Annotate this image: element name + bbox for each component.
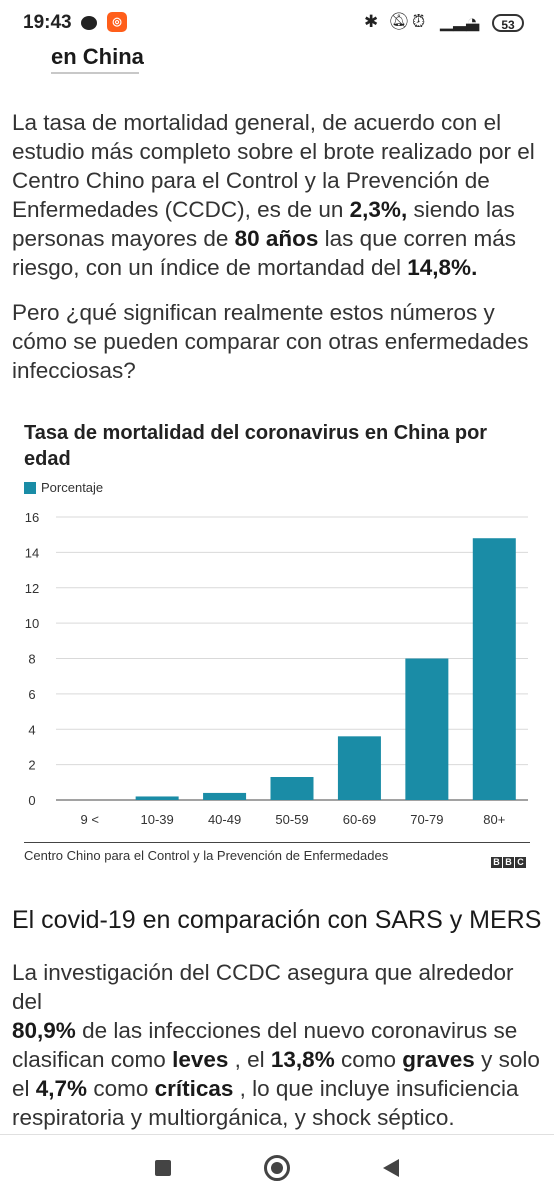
- y-tick-label: 0: [28, 793, 35, 808]
- x-tick-label: 10-39: [141, 812, 174, 827]
- paragraph-line: Centro Chino para el Control y la Preven…: [12, 168, 490, 193]
- text-run: , lo que incluye insuficiencia: [233, 1076, 519, 1101]
- text-run: , el: [228, 1047, 271, 1072]
- battery-icon: 53: [492, 14, 524, 32]
- bar: [337, 736, 381, 800]
- signal-icon: ▁▂▃: [440, 12, 480, 31]
- paragraph-line: infecciosas?: [12, 358, 136, 383]
- y-tick-label: 6: [28, 687, 35, 702]
- highlight-text: 2,3%,: [349, 197, 408, 222]
- paragraph-line: respiratoria y multiorgánica, y shock sé…: [12, 1105, 455, 1130]
- x-tick-label: 50-59: [275, 812, 308, 827]
- chart-plot: 0 2 4 6 8 10 12 14 16 9 < 10-39 40-49 50-59 60-69 70-7…: [25, 510, 528, 827]
- paragraph-question: Pero ¿qué significan realmente estos núm…: [12, 298, 544, 385]
- section-heading-underline: [51, 72, 139, 74]
- paragraph-line: Enfermedades (CCDC), es de un 2,3%, sien…: [12, 195, 544, 224]
- chart-title: Tasa de mortalidad del coronavirus en Ch…: [24, 422, 488, 470]
- paragraph-line: La tasa de mortalidad general, de acuerd…: [12, 110, 502, 135]
- status-bar: 19:43 ◎ ✱ 🔕︎ ⏰︎ ▁▂▃ ◔ 53: [0, 0, 554, 46]
- x-tick-label: 40-49: [208, 812, 241, 827]
- text-run: de las infecciones del nuevo coronavirus…: [75, 1018, 518, 1043]
- bar: [472, 538, 516, 800]
- bar: [270, 777, 314, 800]
- y-tick-label: 8: [28, 652, 35, 667]
- paragraph-line: Pero ¿qué significan realmente estos núm…: [12, 300, 495, 325]
- highlight-text: graves: [402, 1047, 475, 1072]
- bar: [203, 792, 247, 800]
- paragraph-line: clasifican como leves , el 13,8% como gr…: [12, 1045, 544, 1074]
- x-tick-label: 9 <: [80, 812, 98, 827]
- y-tick-label: 12: [25, 581, 39, 596]
- text-run: siendo las: [407, 197, 515, 222]
- paragraph-line: 80,9% de las infecciones del nuevo coron…: [12, 1016, 544, 1045]
- highlight-text: críticas: [154, 1076, 234, 1101]
- text-run: clasifican como: [12, 1047, 173, 1072]
- bluetooth-icon: ✱: [364, 12, 379, 31]
- highlight-text: 80,9%: [12, 1018, 76, 1043]
- paragraph-severity: La investigación del CCDC asegura que al…: [12, 958, 544, 1132]
- paragraph-line: personas mayores de 80 años las que corr…: [12, 224, 544, 253]
- bar: [405, 658, 449, 800]
- section-heading-comparison: El covid-19 en comparación con SARS y ME…: [12, 906, 542, 934]
- paragraph-line: La investigación del CCDC asegura que al…: [12, 960, 514, 1014]
- text-run: como: [87, 1076, 155, 1101]
- alarm-icon: ⏰︎: [412, 12, 426, 31]
- text-run: Enfermedades (CCDC), es de un: [12, 197, 350, 222]
- paragraph-line: el 4,7% como críticas , lo que incluye i…: [12, 1074, 544, 1103]
- y-tick-label: 2: [28, 758, 35, 773]
- section-heading: en China: [51, 44, 144, 69]
- status-time: 19:43: [23, 12, 72, 33]
- chat-notification-icon: [81, 16, 97, 30]
- y-tick-label: 14: [25, 545, 39, 560]
- recents-button[interactable]: [155, 1160, 171, 1176]
- highlight-text: 14,8%.: [407, 255, 478, 280]
- text-run: el: [12, 1076, 36, 1101]
- highlight-text: leves: [172, 1047, 229, 1072]
- text-run: y solo: [474, 1047, 540, 1072]
- text-run: como: [334, 1047, 403, 1072]
- highlight-text: 80 años: [234, 226, 319, 251]
- highlight-text: 4,7%: [35, 1076, 88, 1101]
- y-tick-label: 4: [28, 722, 35, 737]
- x-tick-label: 70-79: [410, 812, 443, 827]
- paragraph-line: cómo se pueden comparar con otras enferm…: [12, 329, 529, 354]
- paragraph-mortality: La tasa de mortalidad general, de acuerd…: [12, 108, 544, 282]
- source-divider: [24, 842, 530, 843]
- text-run: personas mayores de: [12, 226, 235, 251]
- paragraph-line: estudio más completo sobre el brote real…: [12, 139, 535, 164]
- x-tick-label: 60-69: [343, 812, 376, 827]
- wifi-icon: ◔: [467, 12, 478, 31]
- chart-source: Centro Chino para el Control y la Preven…: [24, 848, 389, 863]
- legend-label: Porcentaje: [41, 480, 104, 495]
- legend-swatch: [24, 482, 36, 494]
- paragraph-line: riesgo, con un índice de mortandad del 1…: [12, 253, 544, 282]
- text-run: las que corren más: [318, 226, 517, 251]
- x-tick-label: 80+: [483, 812, 505, 827]
- app-notification-icon: ◎: [107, 12, 127, 32]
- y-tick-label: 10: [25, 616, 39, 631]
- back-button[interactable]: [383, 1159, 399, 1177]
- mute-icon: 🔕︎: [388, 12, 410, 31]
- y-tick-label: 16: [25, 510, 39, 525]
- bar: [135, 796, 179, 800]
- system-nav-bar: [0, 1134, 554, 1201]
- text-run: riesgo, con un índice de mortandad del: [12, 255, 408, 280]
- home-button[interactable]: [264, 1155, 290, 1181]
- highlight-text: 13,8%: [270, 1047, 335, 1072]
